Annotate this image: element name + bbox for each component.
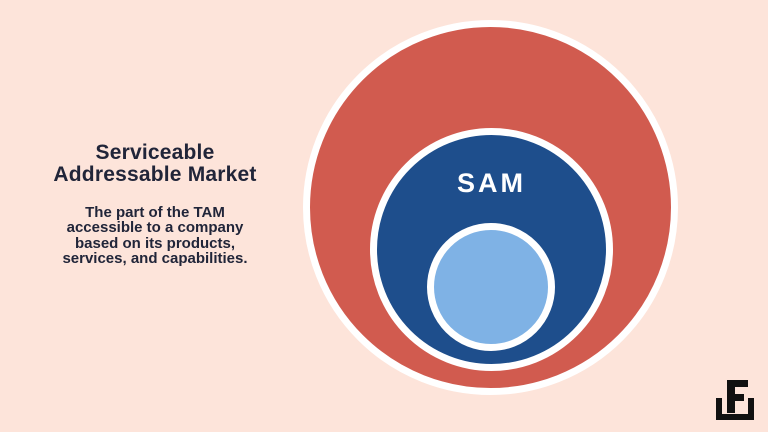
definition-line-3: based on its products,: [74, 234, 236, 252]
logo-letter-middle-arm: [727, 394, 744, 401]
definition-line-1: The part of the TAM: [85, 204, 225, 221]
definition-text: The part of the TAM accessible to a comp…: [28, 205, 282, 266]
definition-panel: Serviceable Addressable Market The part …: [28, 142, 282, 267]
page-title: Serviceable Addressable Market: [28, 142, 282, 186]
definition-line-2: accessible to a company: [66, 219, 244, 237]
title-line-1: Serviceable: [95, 141, 215, 164]
foundr-logo-icon: [716, 379, 754, 420]
logo-letter-top-arm: [727, 380, 748, 387]
definition-line-4: services, and capabilities.: [62, 249, 248, 267]
title-line-2: Addressable Market: [53, 163, 257, 186]
logo-bracket: [716, 398, 754, 420]
inner-market-circle: [427, 223, 555, 351]
sam-label: SAM: [457, 168, 526, 198]
